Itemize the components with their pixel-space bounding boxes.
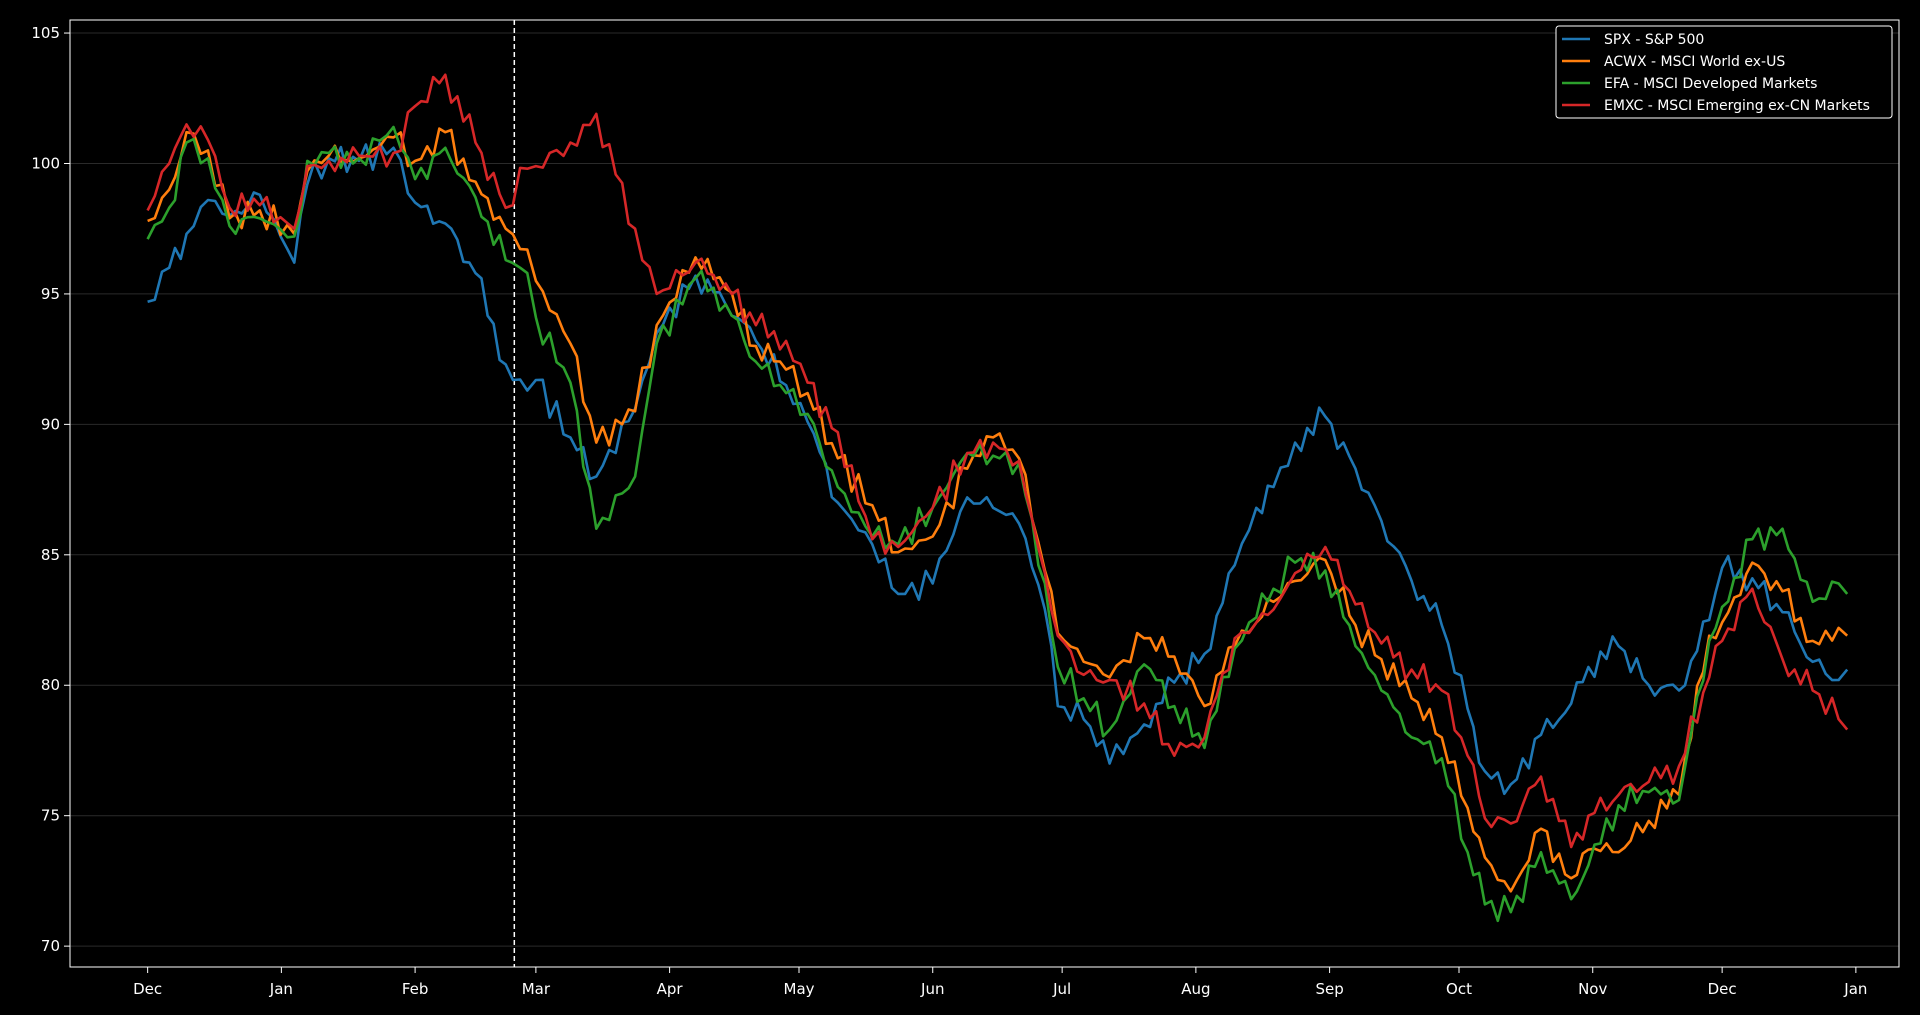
- y-tick-label: 85: [41, 546, 60, 564]
- x-tick-label: Dec: [133, 980, 162, 998]
- series-line-3: [146, 73, 1849, 849]
- y-tick-label: 75: [41, 807, 60, 825]
- x-tick-label: Aug: [1181, 980, 1210, 998]
- series-lines: [146, 73, 1849, 923]
- y-tick-label: 105: [31, 24, 60, 42]
- x-tick-label: Oct: [1446, 980, 1472, 998]
- x-tick-label: Jan: [1843, 980, 1867, 998]
- x-tick-label: Mar: [522, 980, 551, 998]
- legend-label: EFA - MSCI Developed Markets: [1604, 76, 1817, 92]
- legend-label: SPX - S&P 500: [1604, 32, 1704, 48]
- y-tick-label: 95: [41, 285, 60, 303]
- legend-label: ACWX - MSCI World ex-US: [1604, 54, 1785, 70]
- y-tick-label: 80: [41, 676, 60, 694]
- x-tick-label: Sep: [1315, 980, 1343, 998]
- series-line-0: [147, 141, 1849, 796]
- x-tick-label: Jan: [269, 980, 293, 998]
- x-tick-label: Jul: [1052, 980, 1071, 998]
- x-tick-label: May: [784, 980, 815, 998]
- x-axis: Dec Jan Feb Mar Apr May Jun Jul Aug Sep Oct Nov Dec J…: [133, 967, 1867, 998]
- plot-area-frame: [69, 19, 1900, 968]
- x-tick-label: Jun: [920, 980, 944, 998]
- legend: SPX - S&P 500 ACWX - MSCI World ex-US EFA …: [1555, 25, 1893, 119]
- y-tick-label: 70: [41, 937, 60, 955]
- legend-box: [1555, 25, 1893, 119]
- x-tick-label: Nov: [1578, 980, 1607, 998]
- y-axis: 70 75 80 85 90 95 100 105: [31, 24, 70, 955]
- series-line-1: [147, 127, 1849, 893]
- y-tick-label: 100: [31, 154, 60, 172]
- x-tick-label: Apr: [657, 980, 684, 998]
- y-tick-label: 90: [41, 415, 60, 433]
- legend-label: EMXC - MSCI Emerging ex-CN Markets: [1604, 98, 1870, 114]
- x-tick-label: Feb: [402, 980, 429, 998]
- x-tick-label: Dec: [1708, 980, 1737, 998]
